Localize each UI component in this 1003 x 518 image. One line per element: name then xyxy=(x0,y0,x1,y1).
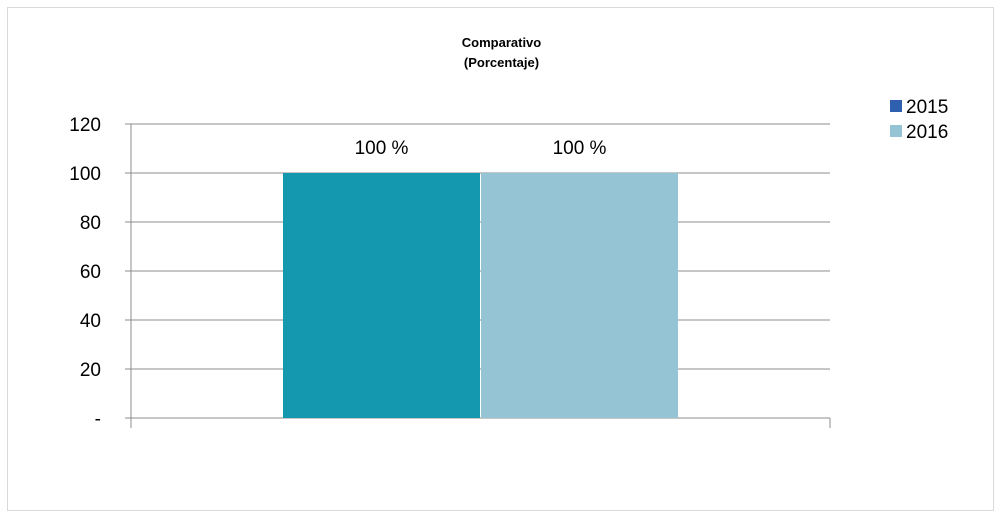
legend-swatch-2015 xyxy=(890,100,902,112)
bar-2016 xyxy=(481,173,678,418)
chart-title: Comparativo xyxy=(461,35,542,50)
chart-subtitle: (Porcentaje) xyxy=(463,55,540,70)
y-tick-label: 40 xyxy=(80,311,101,332)
bar-2015 xyxy=(283,173,480,418)
legend-label-2015: 2015 xyxy=(906,97,948,118)
y-tick-label: 80 xyxy=(80,213,101,234)
legend-label-2016: 2016 xyxy=(906,122,948,143)
y-tick-label: 20 xyxy=(80,360,101,381)
y-tick-label: 60 xyxy=(80,262,101,283)
y-tick-label: - xyxy=(95,409,101,430)
data-label: 100 % xyxy=(553,138,607,159)
data-label: 100 % xyxy=(355,138,409,159)
y-tick-label: 120 xyxy=(69,115,101,136)
chart-title-block: Comparativo (Porcentaje) xyxy=(0,33,1003,73)
legend-swatch-2016 xyxy=(890,125,902,137)
y-tick-label: 100 xyxy=(69,164,101,185)
